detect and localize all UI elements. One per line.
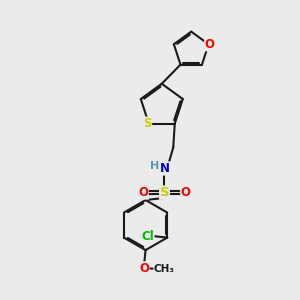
Text: O: O [181,186,191,199]
Text: H: H [149,161,159,171]
Text: S: S [160,186,169,199]
Text: S: S [143,117,152,130]
Text: O: O [205,38,215,51]
Text: O: O [139,262,149,275]
Text: Cl: Cl [141,230,154,243]
Text: N: N [160,162,170,175]
Text: CH₃: CH₃ [154,264,175,274]
Text: O: O [138,186,148,199]
